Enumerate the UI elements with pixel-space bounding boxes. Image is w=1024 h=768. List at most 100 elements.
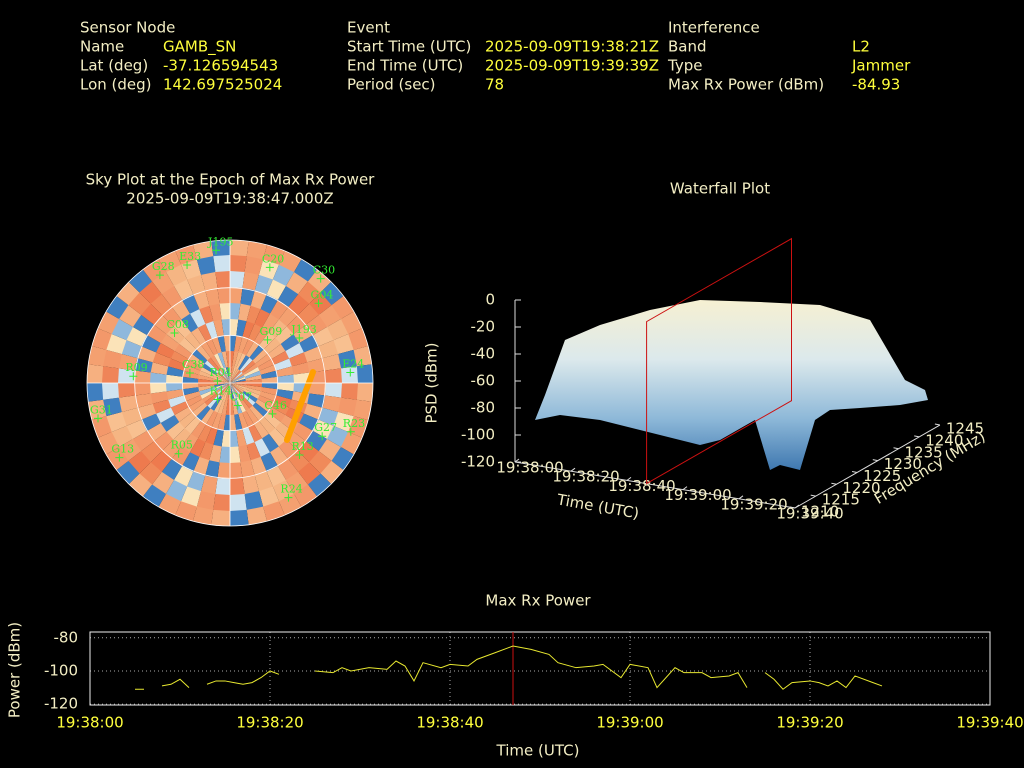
sky-cell bbox=[133, 357, 153, 373]
sky-cell bbox=[217, 383, 230, 397]
satellite: R09 bbox=[125, 361, 148, 381]
sky-cell bbox=[236, 429, 247, 448]
x-tick-label: 19:39:40 bbox=[956, 714, 1023, 732]
sky-cell bbox=[217, 351, 226, 369]
satellite-marker bbox=[174, 449, 183, 458]
satellite-marker bbox=[94, 414, 103, 423]
sky-cell bbox=[245, 383, 263, 388]
sky-cell bbox=[230, 383, 243, 397]
satellite-label: R24 bbox=[280, 483, 302, 496]
x-tick-label: 19:39:00 bbox=[664, 486, 731, 504]
sky-cell bbox=[261, 383, 279, 390]
sky-cell bbox=[167, 395, 186, 408]
sky-cell bbox=[242, 320, 255, 339]
sky-cell bbox=[244, 370, 262, 379]
sky-cell bbox=[186, 471, 206, 493]
sky-cell bbox=[170, 298, 190, 320]
satellite: R05 bbox=[171, 439, 193, 458]
sky-cell bbox=[199, 389, 217, 400]
sky-cell bbox=[331, 294, 356, 319]
satellite-label: G28 bbox=[152, 260, 175, 273]
satellite-label: C07 bbox=[230, 391, 252, 404]
satellite-marker bbox=[318, 432, 327, 441]
sky-cell bbox=[141, 484, 166, 509]
sky-cell bbox=[198, 370, 216, 379]
x-tick-label: 19:38:00 bbox=[496, 459, 563, 477]
sky-cell bbox=[213, 396, 224, 414]
sky-cell bbox=[167, 358, 186, 371]
sky-cell bbox=[268, 318, 288, 338]
sky-cell bbox=[200, 408, 214, 426]
sky-cell bbox=[356, 383, 373, 402]
sky-cell bbox=[213, 494, 230, 512]
sky-cell bbox=[197, 378, 215, 383]
sky-cell bbox=[246, 506, 268, 526]
satellite: G04 bbox=[311, 288, 333, 308]
sky-cell bbox=[322, 353, 343, 371]
sky-cell bbox=[213, 383, 230, 388]
sky-cell bbox=[203, 359, 219, 374]
sky-cell bbox=[114, 280, 140, 306]
sky-cell bbox=[204, 286, 220, 306]
sky-cell bbox=[230, 318, 239, 336]
sky-cell bbox=[138, 280, 162, 304]
sky-cell bbox=[225, 383, 230, 400]
sky-cell bbox=[238, 395, 251, 412]
sky-cell bbox=[136, 403, 157, 421]
sky-cell bbox=[246, 240, 268, 260]
sky-cell bbox=[225, 398, 230, 416]
z-tick-label: -60 bbox=[471, 372, 496, 390]
satellite-marker bbox=[213, 377, 222, 386]
sky-cell bbox=[230, 368, 241, 383]
y-tick bbox=[852, 470, 858, 473]
sky-cell bbox=[180, 486, 202, 508]
sky-cell bbox=[102, 397, 122, 417]
sky-cell bbox=[294, 257, 319, 282]
sky-cell bbox=[298, 280, 322, 304]
field-value: 2025-09-09T19:39:39Z bbox=[485, 57, 659, 75]
sky-cell bbox=[248, 322, 263, 342]
sky-cell bbox=[215, 383, 230, 394]
y-tick bbox=[872, 459, 878, 462]
sky-cell bbox=[184, 395, 203, 408]
sky-cell bbox=[254, 471, 274, 493]
field-value: GAMB_SN bbox=[163, 38, 236, 57]
sky-cell bbox=[230, 370, 244, 383]
sky-cell bbox=[271, 350, 291, 365]
sky-cell bbox=[211, 509, 230, 526]
sky-cell bbox=[203, 392, 219, 407]
sky-cell bbox=[230, 383, 246, 392]
satellite-marker bbox=[295, 334, 304, 343]
satellite: G31 bbox=[90, 403, 113, 423]
satellite-label: R05 bbox=[171, 439, 193, 452]
sky-cell bbox=[236, 352, 247, 370]
satellite-label: J195 bbox=[207, 235, 233, 248]
sky-cell bbox=[223, 366, 230, 383]
satellite-label: R13 bbox=[292, 440, 314, 453]
sky-cell bbox=[219, 383, 230, 398]
sky-cell bbox=[196, 255, 216, 275]
sky-cell bbox=[214, 383, 230, 392]
sky-cell bbox=[190, 421, 206, 440]
sky-cell bbox=[230, 380, 247, 383]
sky-cell bbox=[262, 312, 280, 333]
sky-cell bbox=[159, 333, 180, 351]
sky-cell bbox=[205, 410, 218, 429]
satellite-marker bbox=[233, 401, 242, 410]
satellite: R24 bbox=[280, 483, 303, 502]
y-axis bbox=[794, 424, 941, 509]
sky-cell bbox=[268, 343, 287, 359]
sky-cell bbox=[234, 413, 243, 432]
sky-cell bbox=[201, 391, 218, 404]
satellite: G09 bbox=[260, 325, 282, 344]
sky-cell bbox=[120, 339, 142, 359]
sky-cell bbox=[270, 298, 290, 320]
sky-cell bbox=[214, 374, 230, 383]
sky-cell bbox=[260, 387, 279, 396]
sky-cell bbox=[180, 433, 198, 454]
sky-cell bbox=[165, 383, 183, 392]
sky-cell bbox=[230, 414, 237, 432]
sky-cell bbox=[196, 491, 216, 511]
field-value: L2 bbox=[852, 38, 870, 56]
sky-cell bbox=[221, 383, 230, 399]
